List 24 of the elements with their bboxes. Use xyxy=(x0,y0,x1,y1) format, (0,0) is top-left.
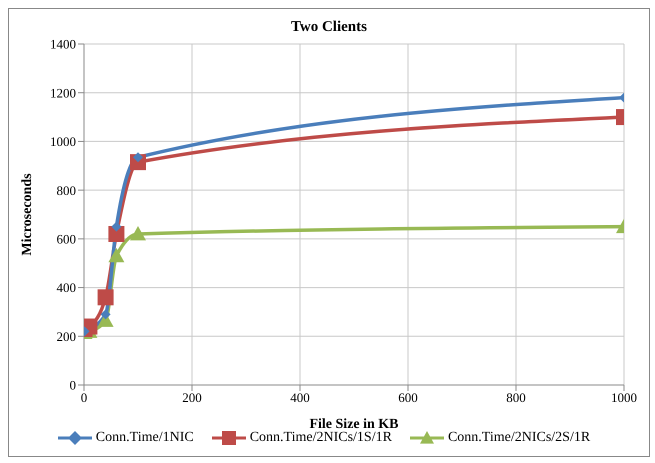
x-tick-label: 0 xyxy=(80,390,88,406)
x-tick-label: 200 xyxy=(182,390,202,406)
y-tick-label: 800 xyxy=(56,182,76,198)
y-tick-label: 0 xyxy=(70,378,76,393)
legend-label: Conn.Time/2NICs/1S/1R xyxy=(248,430,392,446)
point xyxy=(98,289,114,306)
y-axis-title: Microseconds xyxy=(20,172,35,256)
y-tick-label: 1000 xyxy=(50,134,76,150)
y-tick-label: 200 xyxy=(56,328,76,344)
y-tick-label: 1400 xyxy=(50,36,76,52)
y-tick-label: 1200 xyxy=(50,85,76,100)
y-tick-label: 600 xyxy=(56,231,76,246)
point xyxy=(111,222,122,232)
x-axis-title: File Size in KB xyxy=(309,417,399,432)
chart-title: Two Clients xyxy=(290,18,368,36)
legend-label: Conn.Time/1NIC xyxy=(94,430,194,446)
point xyxy=(130,226,146,240)
x-tick-label: 800 xyxy=(506,390,526,406)
legend-label: Conn.Time/2NICs/2S/1R xyxy=(446,430,590,446)
point xyxy=(100,309,111,320)
x-tick-label: 400 xyxy=(290,390,310,406)
y-tick-label: 400 xyxy=(56,280,76,296)
x-tick-label: 1000 xyxy=(611,390,637,406)
x-tick-label: 600 xyxy=(398,390,418,406)
